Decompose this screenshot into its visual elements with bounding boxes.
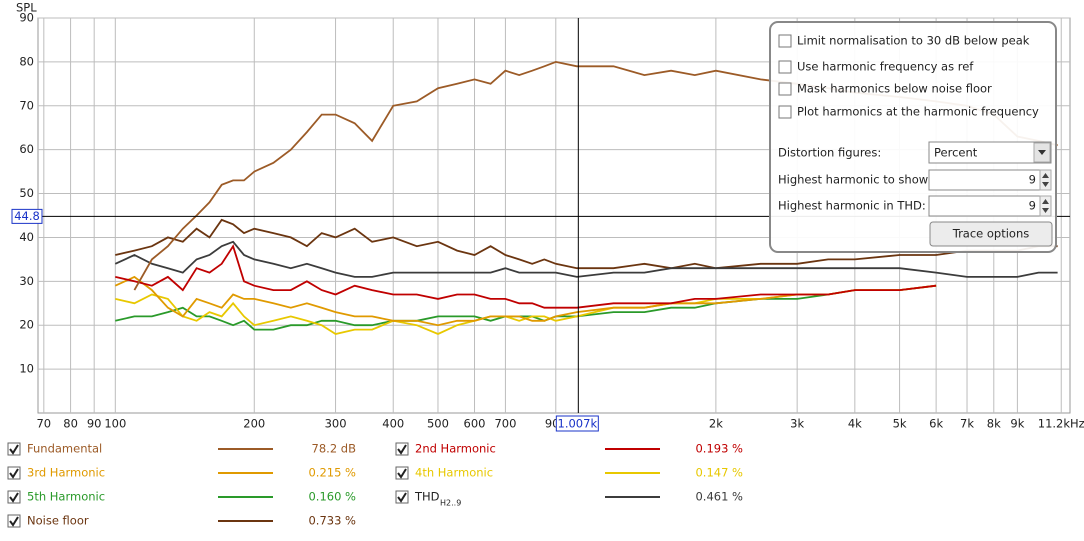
y-tick-label: 10 <box>19 362 34 376</box>
x-tick-label: 4k <box>848 417 862 431</box>
y-axis-label: SPL <box>16 1 37 15</box>
dropdown-value[interactable]: Percent <box>934 146 978 160</box>
spinner[interactable] <box>1039 169 1052 191</box>
series-line <box>115 284 937 335</box>
number-value[interactable]: 9 <box>1029 173 1036 187</box>
legend-name-sub: H2..9 <box>440 499 461 508</box>
y-tick-label: 90 <box>19 11 34 25</box>
legend-check <box>9 468 19 479</box>
legend-value: 0.733 % <box>308 514 356 528</box>
legend-name: 2nd Harmonic <box>415 442 496 456</box>
checkbox[interactable] <box>778 105 792 119</box>
legend-check <box>9 492 19 503</box>
y-tick-label: 40 <box>19 230 34 244</box>
y-tick-label: 80 <box>19 54 34 68</box>
checkbox-label[interactable]: Use harmonic frequency as ref <box>797 60 974 74</box>
checkbox-label[interactable]: Mask harmonics below noise floor <box>797 82 992 96</box>
x-tick-label: 11.2kHz <box>1038 417 1084 431</box>
y-tick-label: 60 <box>19 142 34 156</box>
legend-value: 0.193 % <box>695 442 743 456</box>
options-panel <box>769 21 1057 253</box>
legend-value: 78.2 dB <box>312 442 357 456</box>
legend-value: 0.215 % <box>308 466 356 480</box>
legend-name: 5th Harmonic <box>27 490 105 504</box>
x-tick-label: 70 <box>36 417 51 431</box>
legend-value: 0.160 % <box>308 490 356 504</box>
checkbox-label[interactable]: Plot harmonics at the harmonic frequency <box>797 105 1039 119</box>
y-tick-label: 70 <box>19 98 34 112</box>
legend-check <box>9 444 19 455</box>
number-input[interactable] <box>928 169 1041 191</box>
series-line <box>114 240 1058 278</box>
x-tick-label: 80 <box>63 417 78 431</box>
x-tick-label: 100 <box>104 417 126 431</box>
x-tick-label: 700 <box>494 417 516 431</box>
field-label: Distortion figures: <box>778 146 881 160</box>
legend-name: THD <box>414 490 440 504</box>
trace-options-button[interactable] <box>929 221 1053 247</box>
series-line <box>115 284 937 331</box>
checkbox[interactable] <box>778 34 792 48</box>
legend-value: 0.147 % <box>695 466 743 480</box>
spinner-arrows <box>1042 173 1049 187</box>
legend-name: Fundamental <box>27 442 102 456</box>
field-label: Highest harmonic to show: <box>778 173 931 187</box>
x-tick-label: 90 <box>87 417 102 431</box>
legend-check <box>397 444 407 455</box>
x-tick-label: 300 <box>325 417 347 431</box>
checkbox-label[interactable]: Limit normalisation to 30 dB below peak <box>797 34 1030 48</box>
checkbox[interactable] <box>778 82 792 96</box>
x-tick-label: 7k <box>960 417 974 431</box>
y-tick-label: 30 <box>19 274 34 288</box>
spinner-arrows <box>1042 199 1049 213</box>
legend-name: 3rd Harmonic <box>27 466 105 480</box>
y-tick-label: 50 <box>19 186 34 200</box>
legend-name: Noise floor <box>27 514 89 528</box>
legend-check <box>397 468 407 479</box>
number-input[interactable] <box>928 195 1041 217</box>
legend-check <box>397 492 407 503</box>
cursor-x-box <box>555 415 599 432</box>
series-line <box>115 218 1058 270</box>
x-tick-label: 500 <box>427 417 449 431</box>
x-tick-label: 600 <box>464 417 486 431</box>
dropdown[interactable] <box>928 141 1052 164</box>
x-tick-label: 8k <box>987 417 1001 431</box>
spinner[interactable] <box>1039 195 1052 217</box>
x-tick-label: 6k <box>929 417 943 431</box>
series-line <box>115 244 937 309</box>
y-tick-label: 20 <box>19 318 34 332</box>
button-label[interactable]: Trace options <box>952 227 1030 241</box>
x-tick-label: 400 <box>382 417 404 431</box>
cursor-y-box <box>11 208 43 224</box>
x-tick-label: 200 <box>243 417 265 431</box>
x-tick-label: 9k <box>1010 417 1024 431</box>
number-value[interactable]: 9 <box>1029 199 1036 213</box>
x-tick-label: 2k <box>709 417 723 431</box>
cursor-y-label: 44.8 <box>14 209 40 223</box>
cursor-x-label: 1.007k <box>558 417 598 431</box>
field-label: Highest harmonic in THD: <box>778 199 926 213</box>
legend-value: 0.461 % <box>695 490 743 504</box>
series-line <box>114 275 937 327</box>
legend-check <box>9 516 19 527</box>
x-tick-label: 3k <box>790 417 804 431</box>
legend-name: 4th Harmonic <box>415 466 493 480</box>
checkbox[interactable] <box>778 60 792 74</box>
x-tick-label: 5k <box>893 417 907 431</box>
dropdown-arrow <box>1038 150 1046 155</box>
